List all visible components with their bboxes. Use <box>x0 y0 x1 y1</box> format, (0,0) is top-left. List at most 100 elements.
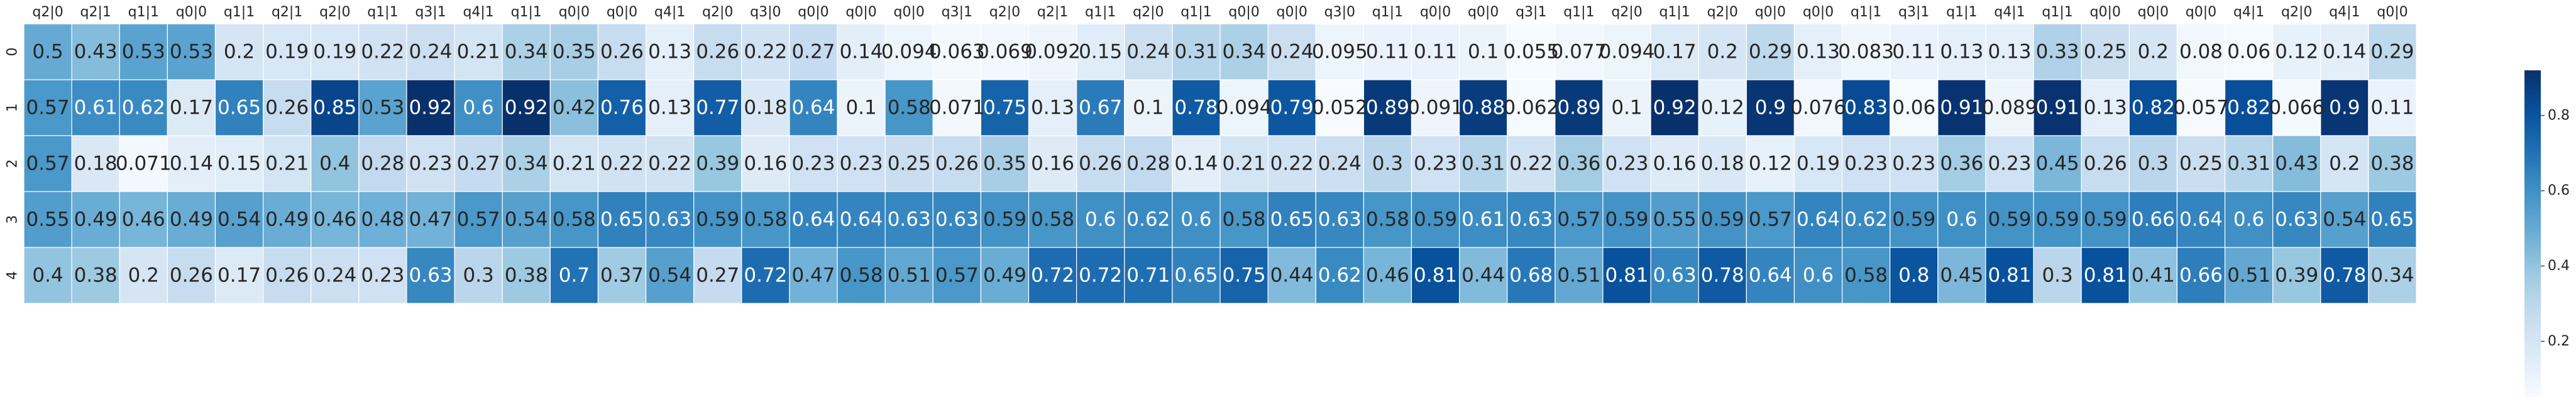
heatmap-cell <box>1219 79 1269 136</box>
heatmap-cell <box>2272 247 2321 304</box>
cell-value-label: 0.052 <box>1312 97 1368 119</box>
cell-value-label: 0.83 <box>1844 97 1888 119</box>
heatmap-cell <box>311 135 360 192</box>
cell-value-label: 0.65 <box>1174 264 1218 287</box>
x-tick-label: q4|1 <box>2233 4 2264 20</box>
cell-value-label: 0.19 <box>1797 153 1840 175</box>
cell-value-label: 0.6 <box>463 97 493 119</box>
heatmap-cell <box>1841 247 1891 304</box>
y-tick-label: 3 <box>5 215 21 224</box>
cell-value-label: 0.59 <box>696 209 739 231</box>
cell-value-label: 0.58 <box>1223 209 1266 231</box>
heatmap-cell <box>167 247 216 304</box>
cell-value-label: 0.14 <box>1174 153 1218 175</box>
cell-value-label: 0.089 <box>1982 97 2038 119</box>
x-tick-label: q4|1 <box>2329 4 2360 20</box>
heatmap-cell <box>358 247 407 304</box>
heatmap-cell <box>1459 191 1508 248</box>
x-tick-label: q2|1 <box>80 4 111 20</box>
cell-value-label: 0.2 <box>2138 41 2169 63</box>
heatmap-cell <box>1507 191 1556 248</box>
cell-value-label: 0.094 <box>881 41 937 63</box>
cell-value-label: 0.57 <box>935 264 979 287</box>
cell-value-label: 0.13 <box>1031 97 1074 119</box>
cell-value-label: 0.6 <box>2233 209 2264 231</box>
cell-value-label: 0.88 <box>1461 97 1505 119</box>
cell-value-label: 0.2 <box>2329 153 2360 175</box>
heatmap-cell <box>1555 191 1604 248</box>
cell-value-label: 0.9 <box>2329 97 2360 119</box>
heatmap-cell <box>1172 23 1221 80</box>
cell-value-label: 0.63 <box>409 264 453 287</box>
heatmap-cell <box>502 247 551 304</box>
cell-value-label: 0.3 <box>2042 264 2072 287</box>
x-tick-label: q2|0 <box>1133 4 1164 20</box>
cell-value-label: 0.26 <box>1079 153 1122 175</box>
cell-value-label: 0.81 <box>1414 264 1457 287</box>
cell-value-label: 0.23 <box>361 264 404 287</box>
x-tick-label: q0|0 <box>2090 4 2121 20</box>
cell-value-label: 0.48 <box>361 209 404 231</box>
cell-value-label: 0.23 <box>1605 153 1649 175</box>
cell-value-label: 0.23 <box>1988 153 2031 175</box>
cell-value-label: 0.19 <box>265 41 309 63</box>
heatmap-cell <box>2272 135 2321 192</box>
cell-value-label: 0.35 <box>553 41 596 63</box>
x-tick-label: q3|0 <box>750 4 781 20</box>
heatmap-cell <box>1793 79 1843 136</box>
cell-value-label: 0.26 <box>600 41 644 63</box>
cell-value-label: 0.46 <box>1366 264 1409 287</box>
heatmap-cell <box>980 247 1030 304</box>
cell-value-label: 0.6 <box>1085 209 1116 231</box>
heatmap-cell <box>980 23 1030 80</box>
cell-value-label: 0.47 <box>409 209 453 231</box>
x-tick-label: q1|1 <box>1659 4 1690 20</box>
cell-value-label: 0.13 <box>2084 97 2127 119</box>
cell-value-label: 0.75 <box>983 97 1027 119</box>
y-tick-label: 2 <box>5 160 21 168</box>
heatmap-cell <box>2224 247 2274 304</box>
cell-value-label: 0.53 <box>170 41 213 63</box>
cell-value-label: 0.36 <box>1940 153 1983 175</box>
heatmap-cell <box>2033 191 2082 248</box>
x-tick-label: q0|0 <box>2186 4 2216 20</box>
cell-value-label: 0.44 <box>1461 264 1505 287</box>
y-tick-label: 1 <box>5 104 21 112</box>
heatmap-cell <box>2320 191 2369 248</box>
cell-value-label: 0.85 <box>313 97 356 119</box>
cell-value-label: 0.33 <box>2036 41 2079 63</box>
heatmap-cell <box>1890 23 1939 80</box>
x-tick-label: q0|0 <box>607 4 637 20</box>
heatmap-cell <box>837 79 886 136</box>
heatmap-cell <box>2320 135 2369 192</box>
colorbar-ticks: 0.2 0.4 0.6 0.8 <box>2541 107 2570 349</box>
heatmap-cell <box>2081 191 2130 248</box>
cell-value-label: 0.81 <box>1605 264 1649 287</box>
cell-value-label: 0.76 <box>600 97 644 119</box>
cell-value-label: 0.23 <box>840 153 883 175</box>
heatmap-cell <box>1841 135 1891 192</box>
heatmap-cell <box>1172 191 1221 248</box>
heatmap-cell <box>23 79 72 136</box>
heatmap-cell <box>23 23 72 80</box>
heatmap-cell <box>358 191 407 248</box>
cell-value-label: 0.12 <box>1701 97 1744 119</box>
cell-value-label: 0.5 <box>32 41 63 63</box>
cell-value-label: 0.53 <box>122 41 165 63</box>
cell-value-label: 0.25 <box>2084 41 2127 63</box>
cell-value-label: 0.92 <box>1653 97 1697 119</box>
cell-value-label: 0.4 <box>32 264 63 287</box>
heatmap-cell <box>1124 135 1173 192</box>
cell-value-label: 0.23 <box>1892 153 1935 175</box>
cell-value-label: 0.069 <box>977 41 1033 63</box>
cell-value-label: 0.75 <box>1223 264 1266 287</box>
cell-value-label: 0.22 <box>361 41 404 63</box>
cell-value-label: 0.44 <box>1270 264 1314 287</box>
heatmap-cell <box>549 247 599 304</box>
cell-value-label: 0.14 <box>2323 41 2366 63</box>
heatmap-cell <box>2176 191 2226 248</box>
heatmap-cell <box>2272 79 2321 136</box>
cell-value-label: 0.076 <box>1790 97 1846 119</box>
heatmap-cell <box>167 135 216 192</box>
heatmap-cell <box>741 191 790 248</box>
